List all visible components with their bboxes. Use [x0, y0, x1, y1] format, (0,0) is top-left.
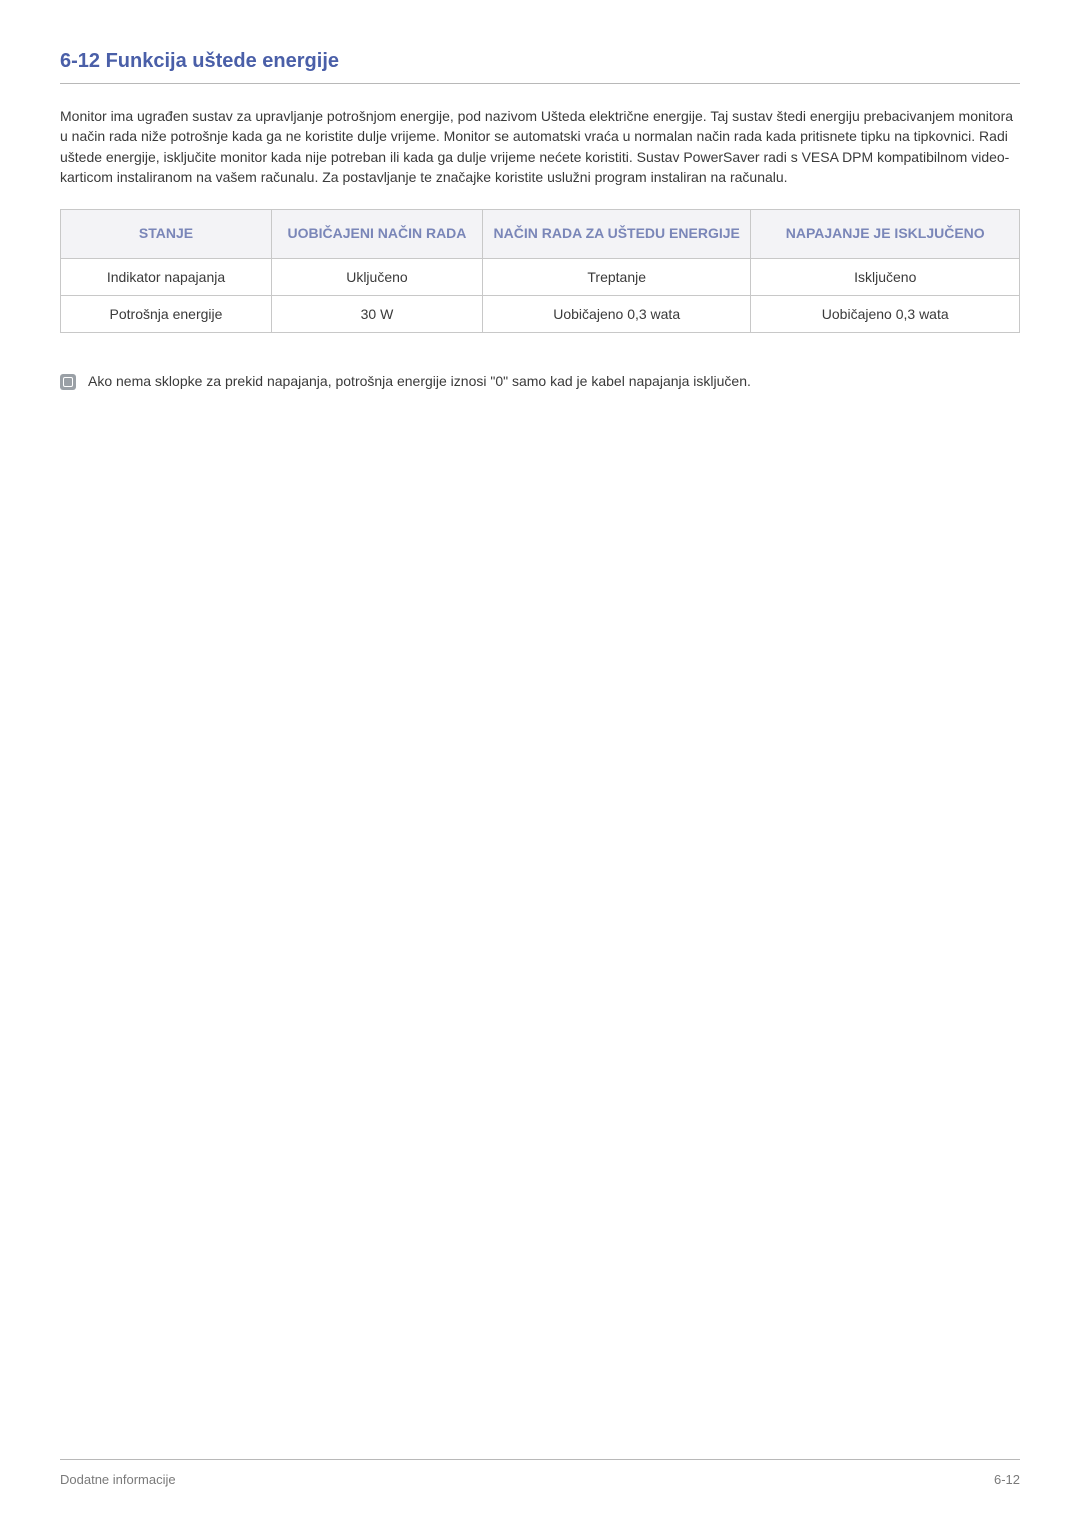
table-header-cell: UOBIČAJENI NAČIN RADA: [271, 210, 482, 259]
table-cell: Uobičajeno 0,3 wata: [482, 295, 751, 332]
table-cell: Treptanje: [482, 258, 751, 295]
section-heading: 6-12 Funkcija uštede energije: [60, 50, 1020, 84]
footer-right: 6-12: [994, 1472, 1020, 1487]
table-cell: Potrošnja energije: [61, 295, 272, 332]
note-text: Ako nema sklopke za prekid napajanja, po…: [88, 373, 751, 389]
table-header-row: STANJE UOBIČAJENI NAČIN RADA NAČIN RADA …: [61, 210, 1020, 259]
table-cell: Isključeno: [751, 258, 1020, 295]
table-cell: Indikator napajanja: [61, 258, 272, 295]
energy-table: STANJE UOBIČAJENI NAČIN RADA NAČIN RADA …: [60, 209, 1020, 333]
table-header-cell: STANJE: [61, 210, 272, 259]
page-footer: Dodatne informacije 6-12: [60, 1459, 1020, 1487]
section-paragraph: Monitor ima ugrađen sustav za upravljanj…: [60, 106, 1020, 187]
table-cell: Uključeno: [271, 258, 482, 295]
table-header-cell: NAČIN RADA ZA UŠTEDU ENERGIJE: [482, 210, 751, 259]
table-header-cell: NAPAJANJE JE ISKLJUČENO: [751, 210, 1020, 259]
table-cell: 30 W: [271, 295, 482, 332]
note-icon: [60, 374, 76, 390]
table-cell: Uobičajeno 0,3 wata: [751, 295, 1020, 332]
note-block: Ako nema sklopke za prekid napajanja, po…: [60, 373, 1020, 390]
table-row: Potrošnja energije 30 W Uobičajeno 0,3 w…: [61, 295, 1020, 332]
footer-left: Dodatne informacije: [60, 1472, 176, 1487]
table-row: Indikator napajanja Uključeno Treptanje …: [61, 258, 1020, 295]
